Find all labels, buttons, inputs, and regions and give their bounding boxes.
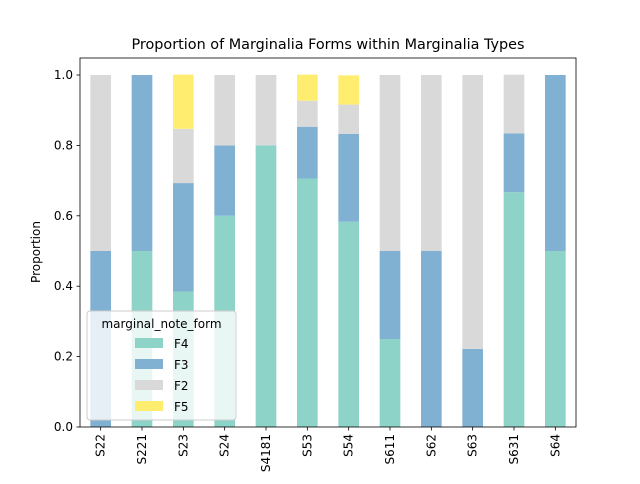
x-tick-label: S23 (176, 434, 190, 457)
y-axis-label: Proportion (29, 221, 43, 283)
y-tick-label: 0.6 (54, 209, 73, 223)
legend-label-F4: F4 (174, 337, 189, 351)
legend-swatch-F5 (135, 401, 163, 411)
plot-frame (79, 57, 577, 428)
bar-S24-F3 (214, 145, 235, 216)
x-tick-label: S221 (135, 434, 149, 465)
bar-S63-F3 (462, 348, 483, 427)
bar-S4181-F2 (255, 75, 277, 146)
legend-swatch-F3 (135, 359, 163, 369)
x-tick-label: S611 (383, 434, 397, 465)
bar-S53-F2 (297, 100, 318, 127)
x-tick-label: S22 (94, 434, 108, 457)
x-tick-label: S63 (466, 434, 480, 457)
y-tick-label: 0.8 (54, 138, 73, 152)
bar-S53-F4 (297, 178, 318, 427)
legend-label-F3: F3 (174, 358, 189, 372)
legend-title: marginal_note_form (101, 317, 221, 331)
legend: marginal_note_form F4 F3 F2 F5 (86, 310, 237, 421)
bar-S23-F2 (173, 128, 194, 184)
bar-S631-F4 (503, 192, 525, 427)
bar-S221-F3 (131, 75, 153, 251)
y-tick-label: 0.0 (54, 420, 73, 434)
y-tick-label: 1.0 (54, 68, 73, 82)
bar-S4181-F4 (255, 145, 277, 427)
bar-S611-F2 (379, 75, 401, 251)
bar-S54-F2 (338, 104, 359, 134)
bar-S631-F3 (503, 133, 525, 193)
bar-S62-F2 (421, 75, 442, 251)
bar-S631-F2 (503, 74, 525, 134)
x-tick-label: S62 (424, 434, 438, 457)
x-tick-label: S24 (218, 434, 232, 457)
x-tick-label: S631 (507, 434, 521, 465)
y-tick-label: 0.2 (54, 350, 73, 364)
x-tick-label: S54 (342, 434, 356, 457)
bar-S611-F4 (379, 339, 401, 427)
x-tick-label: S4181 (259, 434, 273, 472)
bar-S23-F5 (173, 74, 194, 129)
bar-S53-F3 (297, 126, 318, 179)
bar-S611-F3 (379, 251, 401, 339)
y-tick-label: 0.4 (54, 279, 73, 293)
bar-S64-F4 (545, 251, 566, 427)
axes-layer: 0.0 0.2 0.4 0.6 0.8 1.0 S22 S221 S23 S24 S4181 S53 S… (54, 57, 577, 472)
bar-S22-F2 (90, 75, 111, 251)
bar-S54-F3 (338, 133, 359, 222)
bar-S63-F2 (462, 75, 483, 349)
legend-swatch-F2 (135, 380, 163, 390)
legend-swatch-F4 (135, 338, 163, 348)
legend-label-F2: F2 (174, 379, 189, 393)
x-tick-label: S53 (300, 434, 314, 457)
bar-S53-F5 (297, 74, 318, 101)
legend-label-F5: F5 (174, 400, 189, 414)
bar-S64-F3 (545, 75, 566, 251)
bar-S62-F3 (421, 251, 442, 427)
bar-S54-F4 (338, 221, 359, 427)
bar-S54-F5 (338, 75, 359, 105)
bar-S23-F3 (173, 183, 194, 292)
x-tick-label: S64 (548, 434, 562, 457)
chart-title: Proportion of Marginalia Forms within Ma… (131, 37, 524, 53)
bar-S24-F2 (214, 75, 235, 146)
